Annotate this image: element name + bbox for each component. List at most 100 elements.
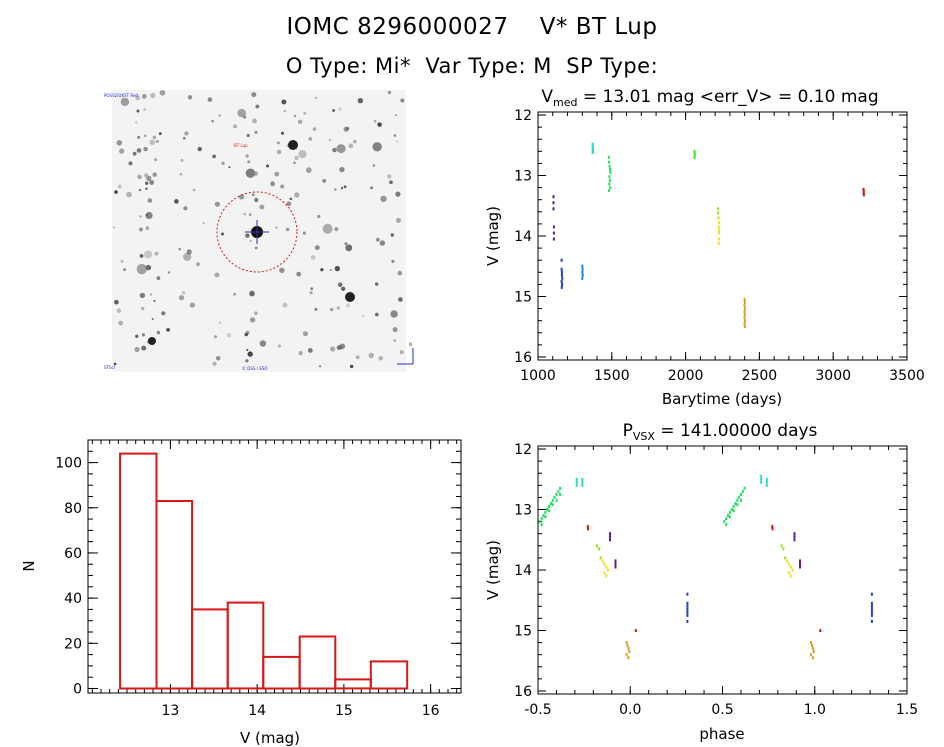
histogram-ytick-label: 40 bbox=[64, 591, 82, 607]
star-icon bbox=[114, 299, 119, 305]
phased-data-point bbox=[787, 562, 790, 566]
light-curve-ytick-label: 16 bbox=[514, 350, 532, 366]
star-icon bbox=[330, 346, 336, 352]
page-subtitle: O Type: Mi* Var Type: M SP Type: bbox=[285, 54, 659, 78]
light-curve-data-point bbox=[743, 322, 746, 326]
phased-data-point bbox=[771, 524, 774, 528]
phased-data-point bbox=[732, 509, 735, 513]
star-icon bbox=[294, 155, 299, 161]
star-icon bbox=[246, 348, 249, 352]
star-icon bbox=[116, 308, 122, 313]
star-icon bbox=[266, 164, 269, 168]
histogram-bar bbox=[369, 660, 409, 690]
histogram-xtick-label: 13 bbox=[161, 703, 179, 719]
light-curve-ytick-label: 13 bbox=[514, 169, 532, 185]
star-icon bbox=[357, 98, 364, 104]
star-icon bbox=[346, 303, 350, 308]
phased-data-point bbox=[784, 556, 787, 560]
star-icon bbox=[238, 194, 245, 200]
light-curve-data-point bbox=[607, 155, 610, 159]
star-icon bbox=[332, 147, 337, 153]
star-icon bbox=[336, 345, 342, 350]
light-curve-ytick-label: 15 bbox=[514, 289, 532, 305]
light-curve-data-point bbox=[743, 301, 746, 304]
star-icon bbox=[310, 287, 314, 290]
star-icon bbox=[373, 119, 377, 123]
star-icon bbox=[149, 293, 152, 296]
star-icon bbox=[343, 185, 347, 189]
star-icon bbox=[221, 161, 225, 165]
star-icon bbox=[259, 340, 267, 347]
light-curve-xtick-label: 2000 bbox=[668, 368, 704, 384]
star-icon bbox=[368, 352, 374, 359]
light-curve-data-point bbox=[560, 273, 563, 277]
phased-data-point bbox=[870, 604, 873, 608]
star-icon bbox=[306, 167, 312, 173]
phased-data-point bbox=[812, 650, 815, 654]
phased-data-point bbox=[614, 562, 617, 566]
phased-data-point bbox=[625, 653, 628, 657]
star-icon bbox=[245, 233, 250, 238]
star-icon bbox=[136, 263, 147, 275]
star-icon bbox=[180, 159, 184, 162]
star-icon bbox=[286, 201, 292, 206]
phased-data-point bbox=[555, 498, 558, 502]
phased-xtick-label: 0.0 bbox=[619, 702, 641, 718]
star-icon bbox=[113, 362, 117, 366]
star-icon bbox=[387, 174, 392, 179]
histogram-ylabel: N bbox=[20, 560, 38, 571]
light-curve-ytick-label: 12 bbox=[514, 108, 532, 124]
star-icon bbox=[166, 328, 171, 332]
phased-ytick-label: 12 bbox=[514, 442, 532, 458]
star-icon bbox=[255, 104, 260, 109]
star-icon bbox=[135, 334, 139, 338]
star-icon bbox=[184, 131, 189, 136]
page-title: IOMC 8296000027 V* BT Lup bbox=[286, 14, 658, 40]
star-icon bbox=[378, 355, 384, 361]
star-icon bbox=[362, 315, 365, 318]
phased-data-point bbox=[786, 559, 789, 563]
light-curve-data-point bbox=[609, 186, 612, 190]
star-icon bbox=[211, 119, 214, 123]
star-icon bbox=[390, 310, 398, 318]
star-icon bbox=[214, 335, 217, 339]
star-icon bbox=[249, 239, 252, 243]
light-curve-data-point bbox=[608, 160, 611, 164]
phased-data-point bbox=[599, 556, 602, 560]
star-icon bbox=[379, 240, 386, 246]
star-icon bbox=[349, 364, 354, 369]
light-curve-data-point bbox=[743, 313, 746, 317]
histogram-ytick-label: 60 bbox=[64, 546, 82, 562]
histogram-xtick-label: 15 bbox=[335, 703, 353, 719]
phased-data-point bbox=[601, 559, 604, 563]
star-icon bbox=[135, 95, 141, 101]
star-icon bbox=[141, 345, 147, 351]
star-icon bbox=[221, 232, 224, 236]
phased-data-point bbox=[546, 508, 549, 511]
star-icon bbox=[298, 150, 307, 159]
star-icon bbox=[340, 187, 344, 190]
star-icon bbox=[138, 227, 143, 232]
star-icon bbox=[181, 291, 186, 295]
thumbnail-label-target: BT Lup bbox=[234, 143, 248, 148]
light-curve-data-point bbox=[693, 149, 696, 153]
target-circle bbox=[216, 191, 298, 273]
phased-data-point bbox=[811, 644, 813, 648]
star-icon bbox=[280, 184, 285, 189]
light-curve-xtick-label: 1000 bbox=[520, 368, 556, 384]
star-icon bbox=[387, 90, 392, 95]
star-icon bbox=[179, 173, 182, 176]
star-icon bbox=[297, 119, 303, 125]
star-icon bbox=[123, 268, 126, 271]
light-curve-data-point bbox=[862, 193, 865, 197]
star-icon bbox=[329, 307, 334, 312]
star-icon bbox=[136, 109, 140, 113]
light-curve-data-point bbox=[561, 276, 564, 280]
phased-data-point bbox=[725, 517, 728, 521]
star-icon bbox=[254, 197, 259, 203]
star-icon bbox=[393, 339, 397, 342]
light-curve-data-point bbox=[717, 211, 720, 215]
star-icon bbox=[245, 168, 256, 178]
light-curve-frame bbox=[537, 111, 908, 361]
